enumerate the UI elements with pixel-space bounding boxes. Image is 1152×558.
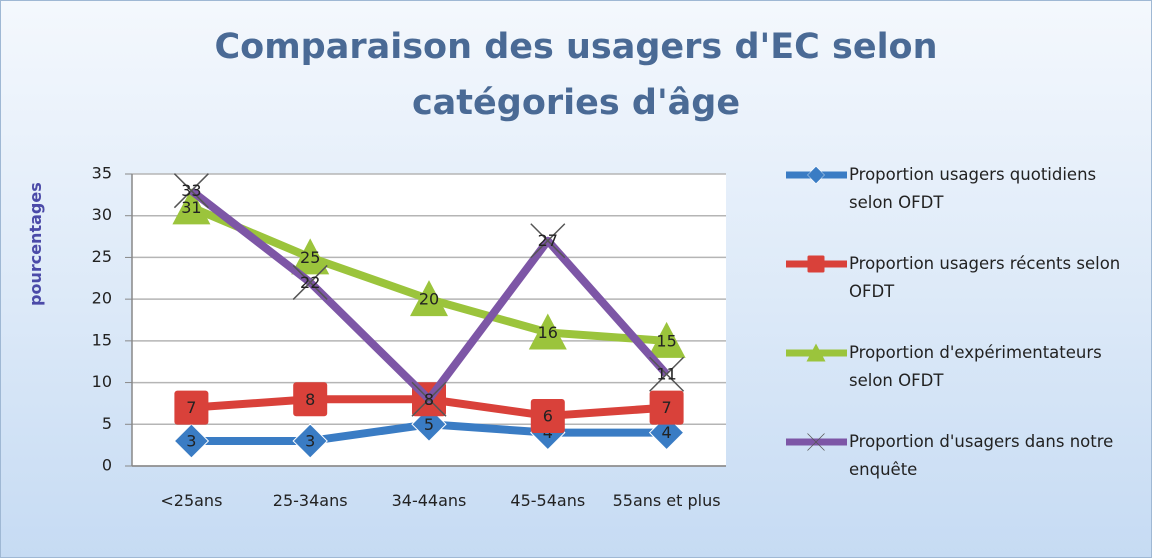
y-axis-label: pourcentages [26, 182, 45, 306]
data-label: 15 [656, 331, 676, 350]
marker [293, 382, 328, 417]
x-tick-label: 25-34ans [272, 491, 348, 510]
data-label: 8 [305, 390, 315, 409]
data-label: 3 [186, 431, 196, 450]
legend-label: Proportion d'usagers dans notre enquête [849, 432, 1114, 479]
marker [411, 381, 447, 417]
data-label: 8 [424, 390, 434, 409]
x-tick-label: 55ans et plus [612, 491, 721, 510]
y-tick-label: 0 [102, 456, 112, 475]
data-label: 22 [300, 273, 320, 292]
data-label: 27 [538, 231, 558, 250]
y-tick-label: 15 [92, 330, 112, 349]
data-label: 7 [186, 398, 196, 417]
legend-label: Proportion d'expérimentateurs selon OFDT [849, 343, 1102, 390]
y-tick-label: 10 [92, 372, 112, 391]
data-label: 7 [662, 398, 672, 417]
marker [528, 313, 567, 350]
legend-marker [807, 433, 825, 451]
data-label: 20 [419, 290, 439, 309]
data-label: 11 [656, 365, 676, 384]
marker [649, 356, 685, 392]
data-label: 16 [538, 323, 558, 342]
marker [172, 188, 211, 225]
legend-label: Proportion usagers quotidiens selon OFDT [849, 165, 1097, 212]
marker [410, 280, 448, 317]
data-label: 6 [543, 406, 553, 425]
marker [647, 321, 686, 358]
marker [292, 264, 328, 300]
chart-title: Comparaison des usagers d'EC selon catég… [214, 27, 938, 123]
data-label: 4 [662, 423, 672, 442]
x-tick-label: 45-54ans [510, 491, 586, 510]
legend-marker [807, 255, 825, 273]
y-tick-label: 30 [92, 205, 112, 224]
y-tick-label: 35 [92, 164, 112, 183]
marker [530, 223, 566, 259]
data-label: 3 [305, 431, 315, 450]
data-label: 5 [424, 415, 434, 434]
marker [292, 423, 328, 459]
marker [530, 398, 565, 433]
x-tick-label: 34-44ans [391, 491, 467, 510]
data-label: 25 [300, 248, 320, 267]
y-tick-label: 5 [102, 414, 112, 433]
legend-marker [807, 166, 825, 184]
data-label: 31 [181, 198, 201, 217]
legend-marker [806, 343, 826, 362]
marker [291, 238, 330, 275]
x-tick-label: <25ans [160, 491, 223, 510]
y-tick-label: 25 [92, 247, 112, 266]
marker [173, 173, 209, 209]
marker [649, 390, 684, 425]
marker [173, 423, 210, 459]
data-label: 33 [181, 181, 201, 200]
y-tick-label: 20 [92, 289, 112, 308]
legend-label: Proportion usagers récents selon OFDT [849, 254, 1121, 301]
marker [174, 390, 209, 425]
